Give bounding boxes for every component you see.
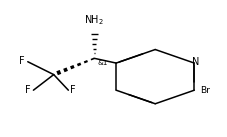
Text: F: F [20,56,25,66]
Text: F: F [70,85,76,95]
Text: Br: Br [200,86,210,95]
Text: &1: &1 [97,60,108,66]
Text: NH$_2$: NH$_2$ [84,13,104,27]
Text: N: N [192,57,199,67]
Text: F: F [25,85,31,95]
